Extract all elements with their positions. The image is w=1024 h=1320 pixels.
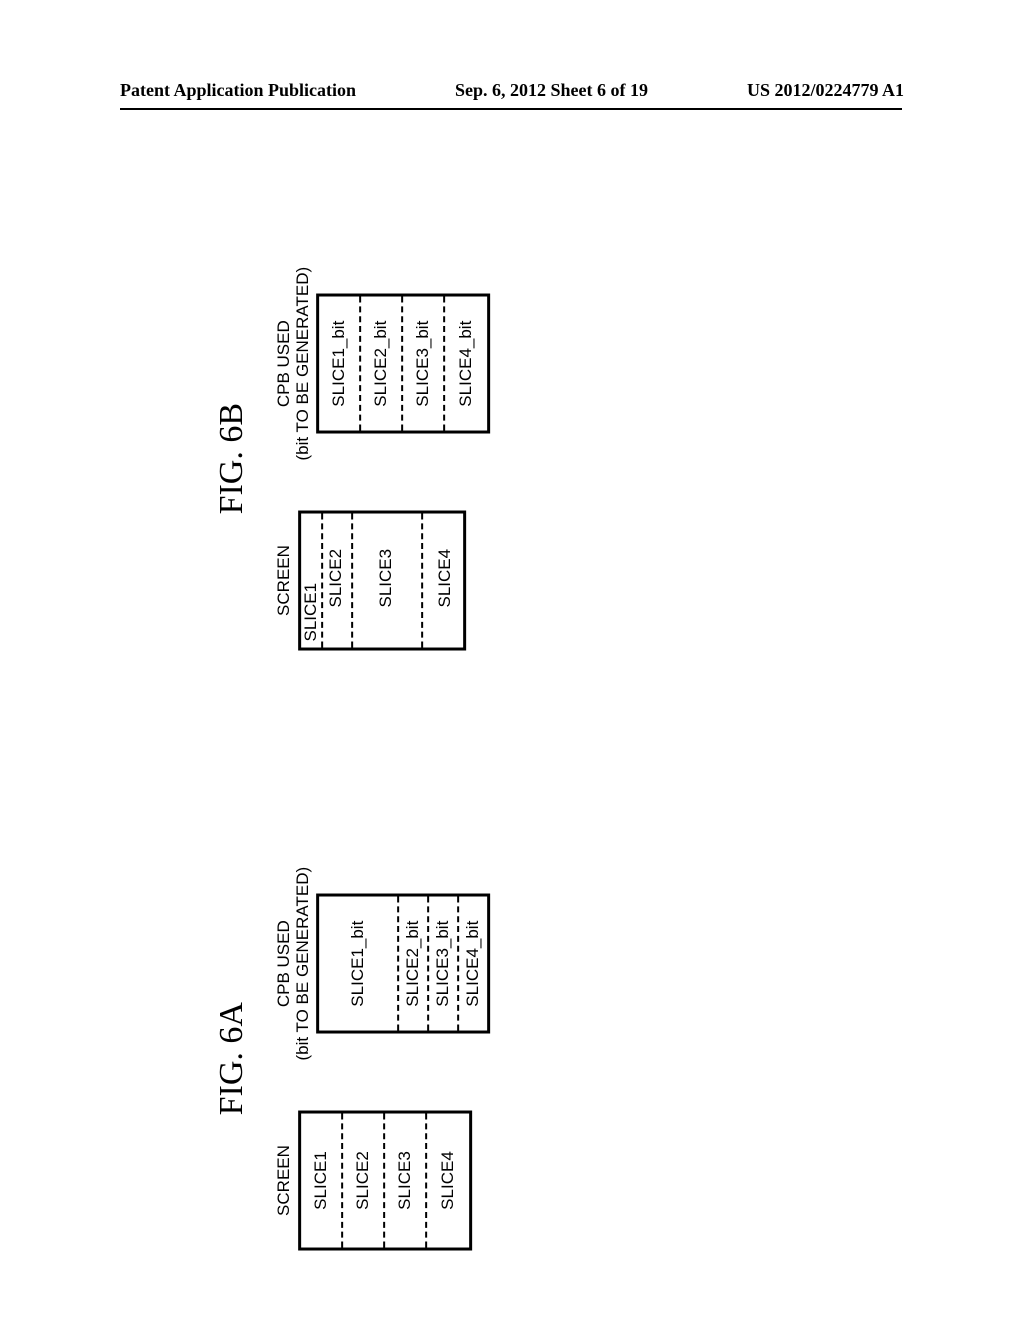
- fig6a-screen-label: SCREEN: [275, 1145, 294, 1216]
- fig6b-screen-slice2: SLICE2: [321, 514, 351, 648]
- fig6b-screen-label: SCREEN: [275, 545, 294, 616]
- fig6b-cpb-box: SLICE1_bit SLICE2_bit SLICE3_bit SLICE4_…: [317, 294, 491, 434]
- fig6b-cpb-label: CPB USED (bit TO BE GENERATED): [275, 267, 312, 461]
- fig6a-cpb-label: CPB USED (bit TO BE GENERATED): [275, 867, 312, 1061]
- fig6b-cpb-label-line2: (bit TO BE GENERATED): [293, 267, 312, 461]
- header-right: US 2012/0224779 A1: [747, 80, 904, 101]
- fig6b-cpb-panel: CPB USED (bit TO BE GENERATED) SLICE1_bi…: [275, 267, 490, 461]
- fig6a-cpb-label-line2: (bit TO BE GENERATED): [293, 867, 312, 1061]
- fig6a-screen-panel: SCREEN SLICE1 SLICE2 SLICE3 SLICE4: [275, 1111, 472, 1251]
- fig6a-screen-row: SLICE4: [427, 1114, 469, 1248]
- fig6a-cpb-box: SLICE1_bit SLICE2_bit SLICE3_bit SLICE4_…: [317, 894, 491, 1034]
- figure-6a-title: FIG. 6A: [213, 1002, 251, 1115]
- fig6a-screen-row: SLICE1: [301, 1114, 343, 1248]
- fig6b-screen-box: SLICE1 SLICE2 SLICE3 SLICE4: [298, 511, 466, 651]
- figure-6b-title: FIG. 6B: [213, 403, 251, 514]
- fig6b-cpb-row: SLICE1_bit: [320, 297, 362, 431]
- header-left: Patent Application Publication: [120, 80, 356, 101]
- page-header: Patent Application Publication Sep. 6, 2…: [0, 80, 1024, 101]
- fig6b-cpb-label-line1: CPB USED: [274, 320, 293, 407]
- figure-6a: FIG. 6A SCREEN SLICE1 SLICE2 SLICE3 SLIC…: [213, 867, 490, 1251]
- fig6a-cpb-row: SLICE3_bit: [430, 897, 460, 1031]
- fig6a-cpb-row: SLICE1_bit: [320, 897, 400, 1031]
- fig6b-cpb-row: SLICE2_bit: [362, 297, 404, 431]
- header-center: Sep. 6, 2012 Sheet 6 of 19: [455, 80, 648, 101]
- figure-6b: FIG. 6B SCREEN SLICE1 SLICE2 SLICE3 SLIC…: [213, 267, 490, 651]
- fig6a-cpb-panel: CPB USED (bit TO BE GENERATED) SLICE1_bi…: [275, 867, 490, 1061]
- fig6b-screen-slice1: SLICE1: [301, 514, 321, 648]
- fig6a-cpb-row: SLICE4_bit: [460, 897, 488, 1031]
- fig6b-screen-slice3: SLICE3: [351, 514, 421, 648]
- fig6b-screen-panel: SCREEN SLICE1 SLICE2 SLICE3 SLICE4: [275, 511, 466, 651]
- fig6a-cpb-label-line1: CPB USED: [274, 920, 293, 1007]
- header-divider: [120, 108, 902, 110]
- fig6a-screen-row: SLICE3: [385, 1114, 427, 1248]
- fig6a-screen-box: SLICE1 SLICE2 SLICE3 SLICE4: [298, 1111, 472, 1251]
- fig6b-cpb-row: SLICE3_bit: [404, 297, 446, 431]
- fig6a-cpb-row: SLICE2_bit: [400, 897, 430, 1031]
- fig6a-screen-row: SLICE2: [343, 1114, 385, 1248]
- fig6b-cpb-row: SLICE4_bit: [446, 297, 488, 431]
- fig6b-screen-slice4: SLICE4: [421, 514, 469, 648]
